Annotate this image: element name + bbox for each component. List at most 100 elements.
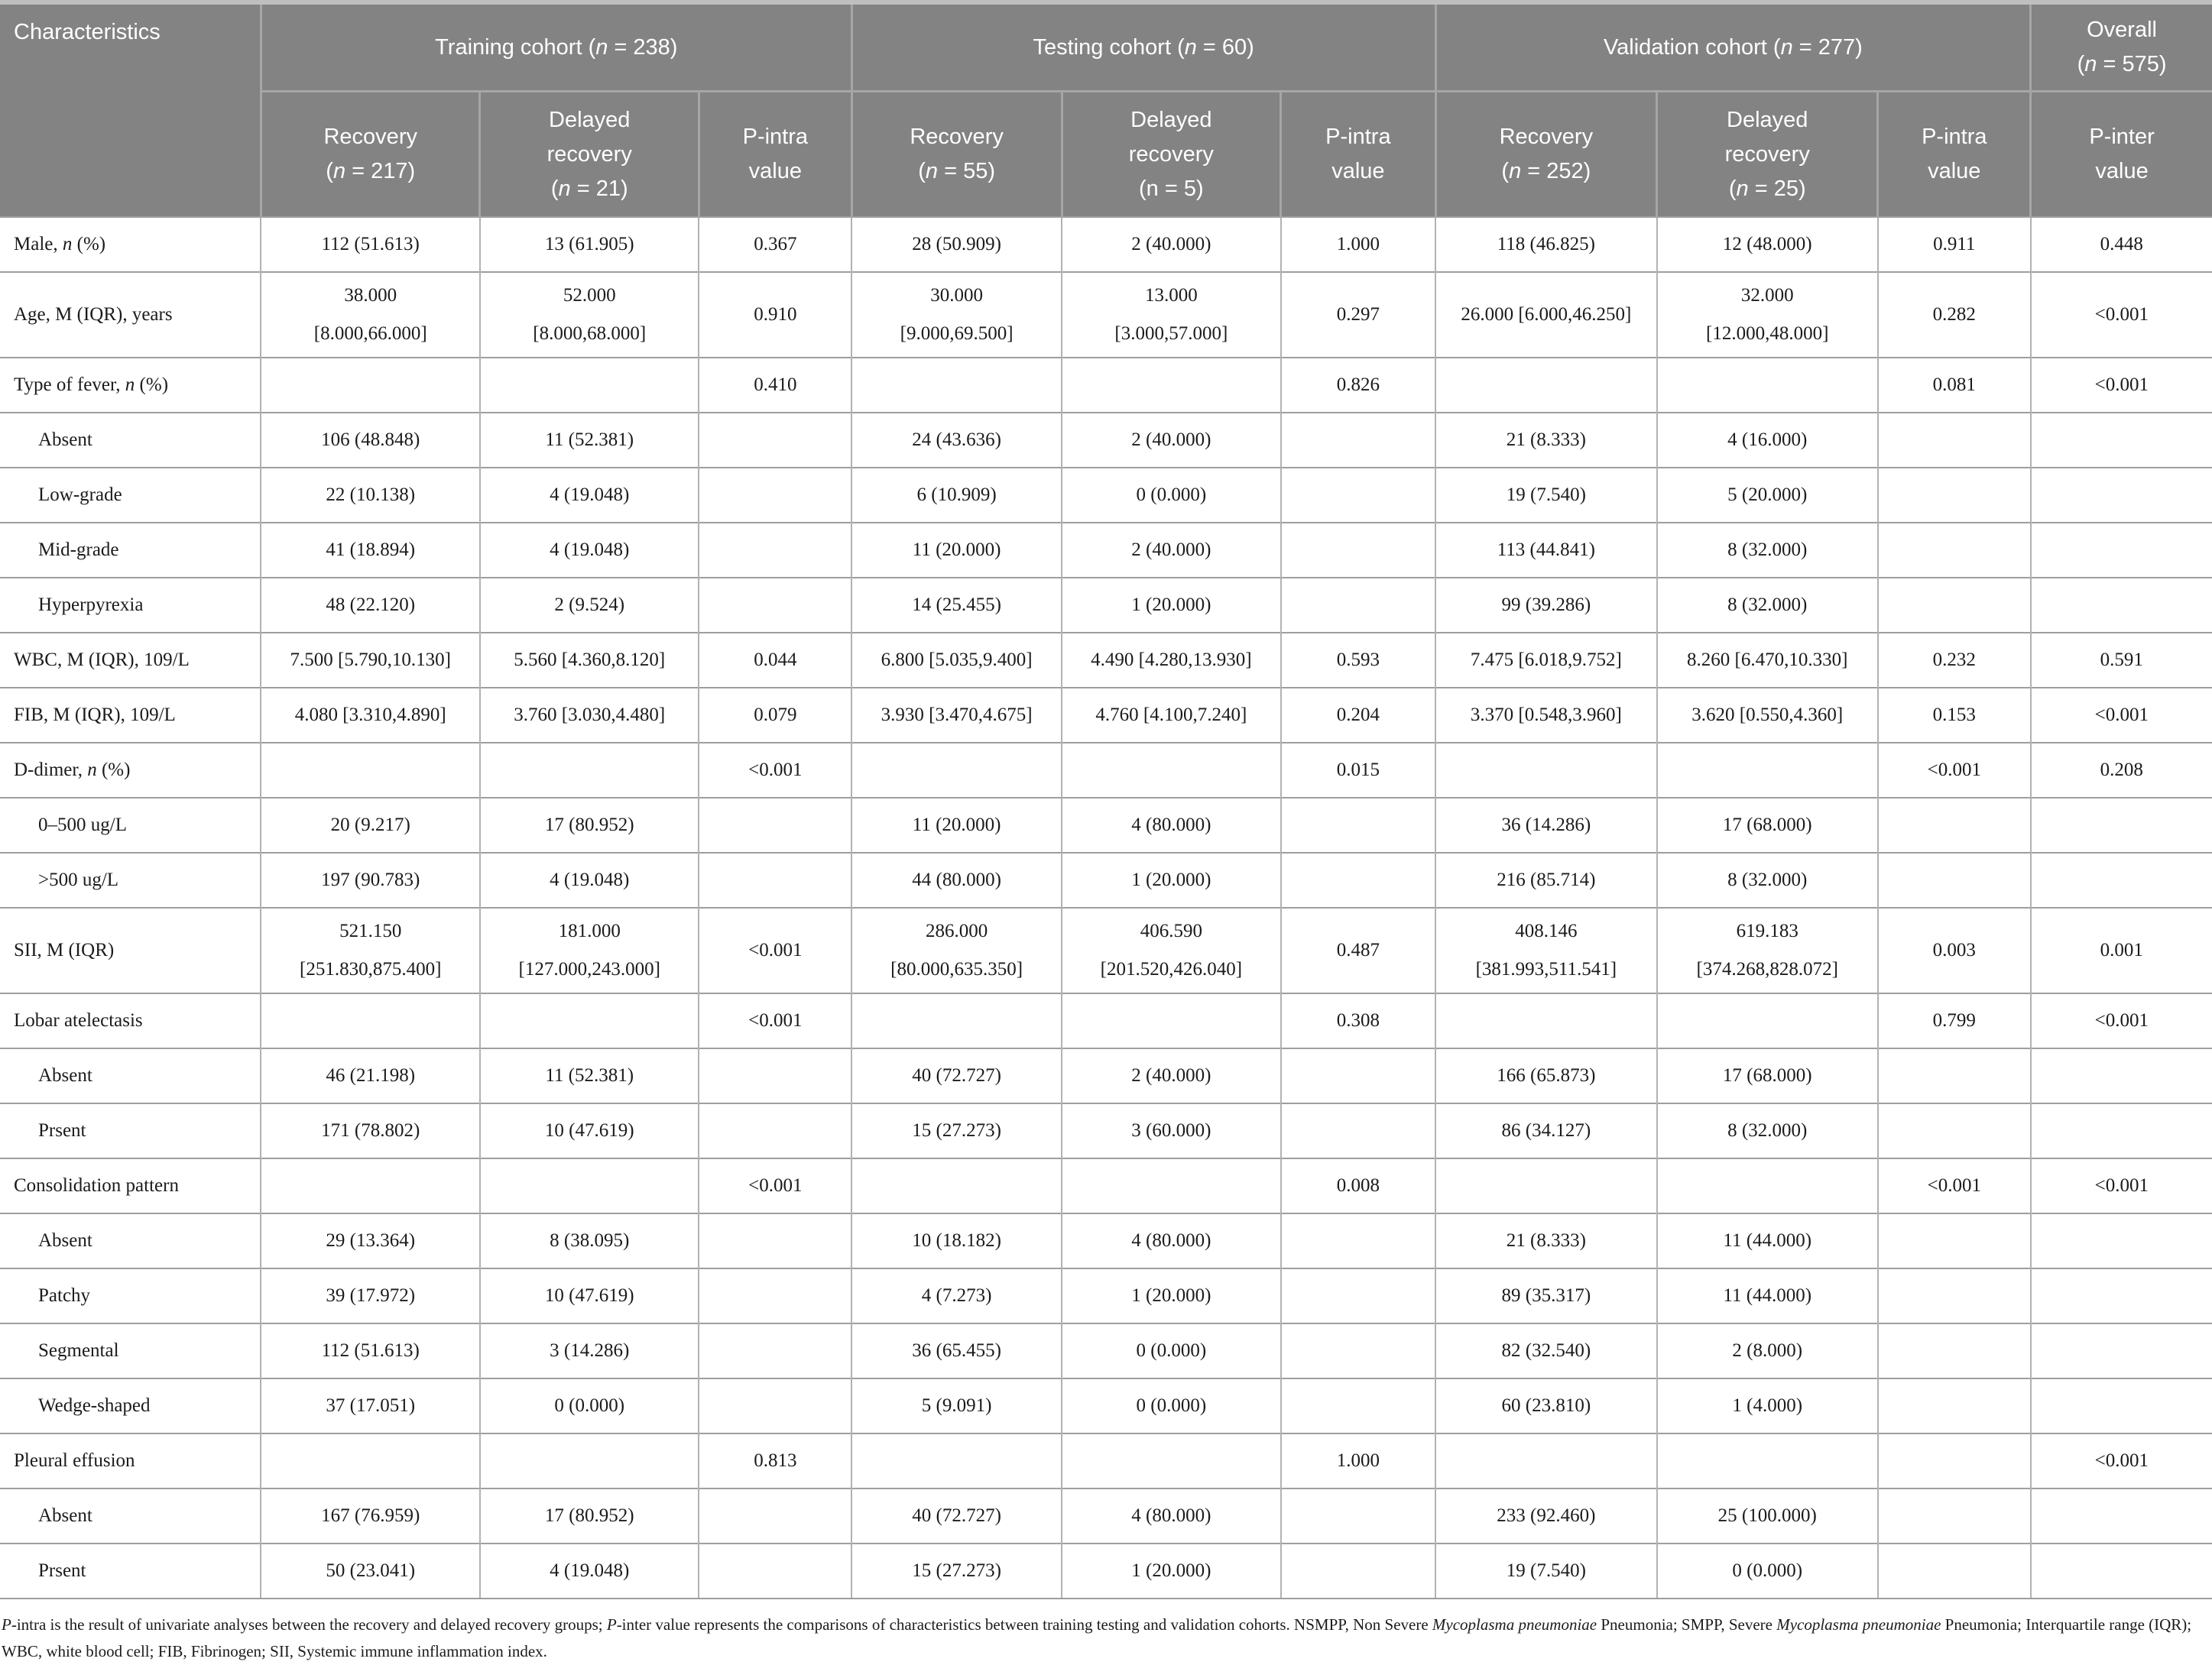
cell-value: 0.232: [1876, 632, 2031, 688]
cell-value: 8.260 [6.470,10.330]: [1656, 632, 1878, 688]
cell-value: [1280, 1268, 1436, 1323]
cell-value: [1280, 797, 1436, 853]
row-label: Lobar atelectasis: [0, 993, 261, 1048]
cell-value: [1061, 1433, 1281, 1488]
cell-value: 0.367: [698, 216, 852, 272]
cell-value: 106 (48.848): [260, 412, 480, 468]
cell-value: 32.000 [12.000,48.000]: [1656, 271, 1878, 358]
row-label: Prsent: [0, 1103, 261, 1158]
cell-value: <0.001: [2029, 357, 2212, 413]
cell-value: 37 (17.051): [260, 1378, 480, 1433]
cell-value: [478, 742, 699, 798]
cell-value: 0.001: [2029, 907, 2212, 993]
cell-value: [2029, 522, 2212, 578]
cell-value: [698, 1103, 852, 1158]
header-row-subgroups: Recovery (n = 217) Delayed recovery (n =…: [0, 90, 2212, 217]
cell-value: 1 (20.000): [1061, 577, 1281, 633]
row-label: Hyperpyrexia: [0, 577, 261, 633]
table-row: Absent 106 (48.848) 11 (52.381) 24 (43.636)…: [0, 412, 2212, 468]
table-row: Patchy 39 (17.972) 10 (47.619) 4 (7.273) 1 (…: [0, 1268, 2212, 1323]
cell-value: 1 (20.000): [1061, 1268, 1281, 1323]
cell-value: 619.183 [374.268,828.072]: [1656, 907, 1878, 993]
cell-value: [1280, 1213, 1436, 1268]
cell-value: 0.308: [1280, 993, 1436, 1048]
cell-value: 12 (48.000): [1656, 216, 1878, 272]
cell-value: [2029, 1323, 2212, 1378]
cell-value: 118 (46.825): [1435, 216, 1657, 272]
cell-value: 181.000 [127.000,243.000]: [478, 907, 699, 993]
cell-value: <0.001: [2029, 1433, 2212, 1488]
col-header-training-recovery: Recovery (n = 217): [259, 90, 480, 217]
cell-value: 0.044: [698, 632, 852, 688]
cell-value: 167 (76.959): [260, 1488, 480, 1544]
cell-value: [1435, 1158, 1657, 1213]
row-label: Consolidation pattern: [0, 1158, 261, 1213]
cell-value: [2029, 1268, 2212, 1323]
cell-value: 197 (90.783): [260, 852, 480, 908]
cell-value: [1876, 1048, 2031, 1103]
cell-value: [1876, 1543, 2031, 1599]
cell-value: [478, 993, 699, 1048]
cell-value: [1061, 993, 1281, 1048]
cell-value: 0.208: [2029, 742, 2212, 798]
cell-value: [2029, 412, 2212, 468]
table-row: Lobar atelectasis <0.001 0.308 0.799 <0.001: [0, 993, 2212, 1048]
table-row: Prsent 50 (23.041) 4 (19.048) 15 (27.273) 1 …: [0, 1543, 2212, 1599]
cell-value: 38.000 [8.000,66.000]: [260, 271, 480, 358]
cell-value: 0.153: [1876, 687, 2031, 743]
cell-value: 40 (72.727): [851, 1488, 1062, 1544]
cell-value: 4 (80.000): [1061, 797, 1281, 853]
cell-value: 30.000 [9.000,69.500]: [851, 271, 1062, 358]
table-header: Characteristics Training cohort (n = 238…: [0, 2, 2212, 217]
cell-value: 11 (44.000): [1656, 1268, 1878, 1323]
cell-value: [260, 1158, 480, 1213]
cell-value: 60 (23.810): [1435, 1378, 1657, 1433]
cell-value: [2029, 467, 2212, 523]
cell-value: 0.591: [2029, 632, 2212, 688]
cell-value: 86 (34.127): [1435, 1103, 1657, 1158]
cell-value: [698, 1213, 852, 1268]
col-header-testing-p-intra: P-intra value: [1280, 90, 1436, 217]
cell-value: 17 (80.952): [478, 797, 699, 853]
cell-value: 14 (25.455): [851, 577, 1062, 633]
cell-value: [1876, 577, 2031, 633]
table-row: Type of fever, n (%) 0.410 0.826 0.081 <0.00…: [0, 357, 2212, 413]
cell-value: 3.930 [3.470,4.675]: [851, 687, 1062, 743]
cell-value: 50 (23.041): [260, 1543, 480, 1599]
cell-value: 0.911: [1876, 216, 2031, 272]
cell-value: 28 (50.909): [851, 216, 1062, 272]
cell-value: 2 (40.000): [1061, 216, 1281, 272]
cell-value: 7.475 [6.018,9.752]: [1435, 632, 1657, 688]
cell-value: 11 (44.000): [1656, 1213, 1878, 1268]
row-label: SII, M (IQR): [0, 907, 261, 993]
cell-value: 0.297: [1280, 271, 1436, 358]
cell-value: 0.593: [1280, 632, 1436, 688]
cell-value: 4.760 [4.100,7.240]: [1061, 687, 1281, 743]
cell-value: 7.500 [5.790,10.130]: [260, 632, 480, 688]
cell-value: 0.487: [1280, 907, 1436, 993]
table-row: WBC, M (IQR), 109/L 7.500 [5.790,10.130] 5…: [0, 632, 2212, 688]
cell-value: 21 (8.333): [1435, 1213, 1657, 1268]
cell-value: 99 (39.286): [1435, 577, 1657, 633]
cell-value: 21 (8.333): [1435, 412, 1657, 468]
col-header-p-inter: P-inter value: [2029, 90, 2212, 217]
cell-value: [2029, 1213, 2212, 1268]
cell-value: [851, 742, 1062, 798]
cell-value: 82 (32.540): [1435, 1323, 1657, 1378]
row-label: Male, n (%): [0, 216, 261, 272]
cell-value: [1876, 467, 2031, 523]
table-row: >500 ug/L 197 (90.783) 4 (19.048) 44 (80.00…: [0, 852, 2212, 908]
cell-value: 48 (22.120): [260, 577, 480, 633]
table-row: Male, n (%) 112 (51.613) 13 (61.905) 0.367 2…: [0, 216, 2212, 272]
row-label: 0–500 ug/L: [0, 797, 261, 853]
cell-value: <0.001: [1876, 742, 2031, 798]
cell-value: [698, 522, 852, 578]
cell-value: 10 (18.182): [851, 1213, 1062, 1268]
cell-value: 11 (52.381): [478, 1048, 699, 1103]
row-label: Mid-grade: [0, 522, 261, 578]
table-row: Absent 29 (13.364) 8 (38.095) 10 (18.182) 4 …: [0, 1213, 2212, 1268]
cell-value: <0.001: [2029, 687, 2212, 743]
cell-value: [698, 467, 852, 523]
cell-value: 406.590 [201.520,426.040]: [1061, 907, 1281, 993]
cell-value: 4 (7.273): [851, 1268, 1062, 1323]
